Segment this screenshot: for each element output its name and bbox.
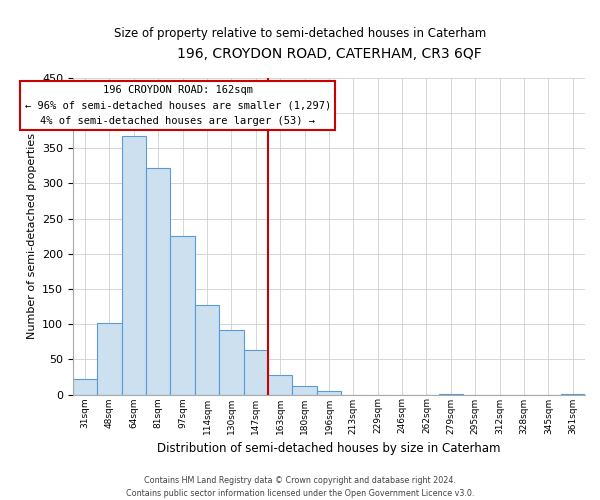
Bar [317,391,341,394]
Bar [73,379,97,394]
Bar [170,236,195,394]
Bar [122,136,146,394]
Text: Contains HM Land Registry data © Crown copyright and database right 2024.
Contai: Contains HM Land Registry data © Crown c… [126,476,474,498]
Bar [244,350,268,395]
X-axis label: Distribution of semi-detached houses by size in Caterham: Distribution of semi-detached houses by … [157,442,501,455]
Bar [292,386,317,394]
Bar [219,330,244,394]
Bar [146,168,170,394]
Y-axis label: Number of semi-detached properties: Number of semi-detached properties [26,133,37,339]
Bar [195,305,219,394]
Bar [97,324,122,394]
Text: Size of property relative to semi-detached houses in Caterham: Size of property relative to semi-detach… [114,28,486,40]
Bar [268,375,292,394]
Text: 196 CROYDON ROAD: 162sqm
← 96% of semi-detached houses are smaller (1,297)
4% of: 196 CROYDON ROAD: 162sqm ← 96% of semi-d… [25,85,331,126]
Title: 196, CROYDON ROAD, CATERHAM, CR3 6QF: 196, CROYDON ROAD, CATERHAM, CR3 6QF [176,48,481,62]
